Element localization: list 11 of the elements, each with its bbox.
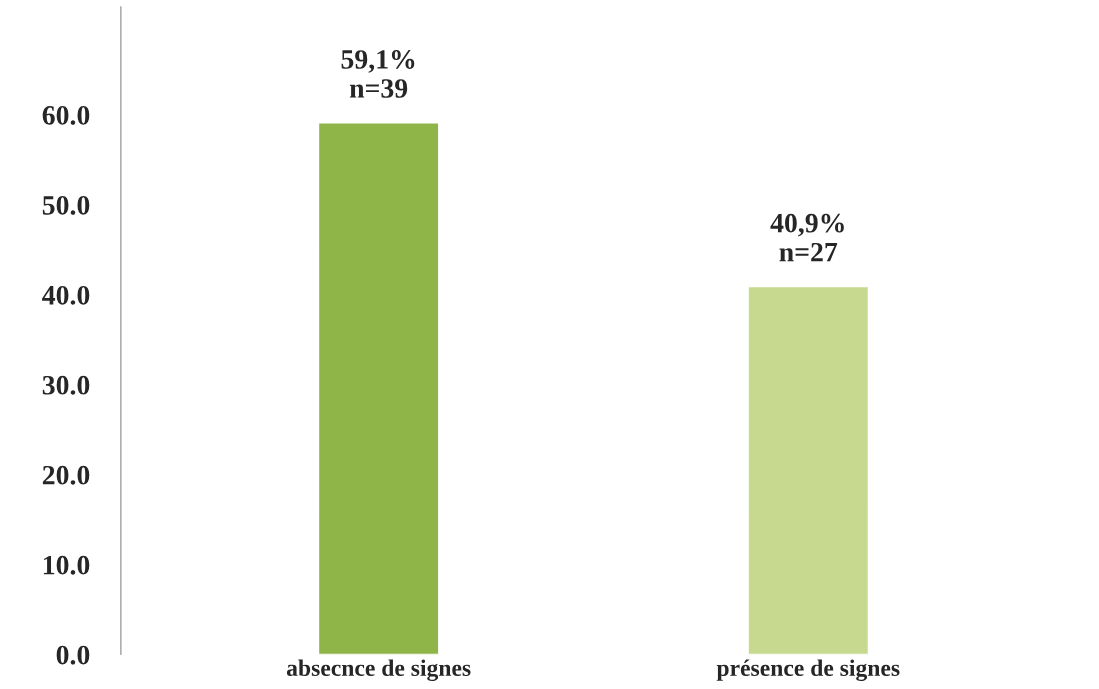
y-tick-label: 60.0 [42,106,90,125]
x-tick-label: absecnce de signes [286,659,471,682]
x-tick-label: présence de signes [716,659,900,682]
y-tick-label: 20.0 [42,465,90,485]
data-label: 59,1% n=39 [341,50,415,98]
y-tick-label: 30.0 [42,375,90,395]
y-tick-label: 50.0 [42,195,90,215]
data-label: 40,9% n=27 [770,213,844,262]
y-tick-label: 40.0 [42,285,90,305]
y-tick-label: 10.0 [43,555,90,575]
y-tick-label: 0.0 [56,645,90,665]
